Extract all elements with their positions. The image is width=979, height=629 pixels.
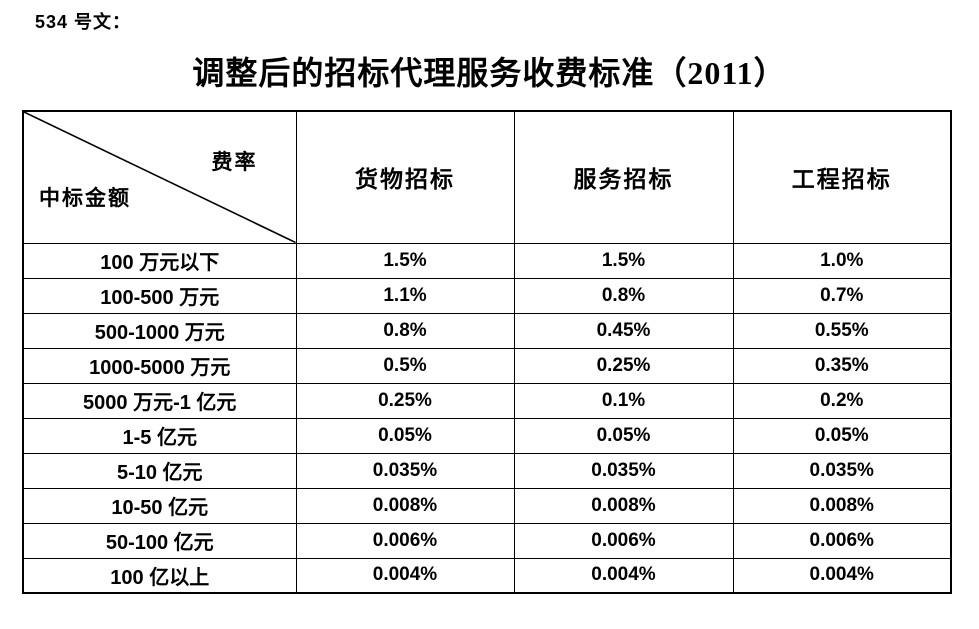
column-header-goods: 货物招标 bbox=[295, 110, 515, 244]
value-cell: 0.035% bbox=[295, 452, 515, 489]
value-cell: 0.006% bbox=[513, 522, 734, 559]
table-row: 50-100 亿元 0.006% 0.006% 0.006% bbox=[22, 522, 952, 559]
value-cell: 0.5% bbox=[295, 347, 515, 384]
value-cell: 0.7% bbox=[732, 277, 952, 314]
value-cell: 0.035% bbox=[513, 452, 734, 489]
table-row: 5000 万元-1 亿元 0.25% 0.1% 0.2% bbox=[22, 382, 952, 419]
value-cell: 0.008% bbox=[513, 487, 734, 524]
value-cell: 0.035% bbox=[732, 452, 952, 489]
value-cell: 0.008% bbox=[295, 487, 515, 524]
value-cell: 0.006% bbox=[732, 522, 952, 559]
value-cell: 0.004% bbox=[732, 557, 952, 594]
value-cell: 0.35% bbox=[732, 347, 952, 384]
row-label-cell: 1-5 亿元 bbox=[22, 417, 297, 454]
row-label-cell: 5000 万元-1 亿元 bbox=[22, 382, 297, 419]
value-cell: 0.1% bbox=[513, 382, 734, 419]
row-label-cell: 5-10 亿元 bbox=[22, 452, 297, 489]
row-label-cell: 1000-5000 万元 bbox=[22, 347, 297, 384]
value-cell: 0.2% bbox=[732, 382, 952, 419]
value-cell: 1.0% bbox=[732, 242, 952, 279]
value-cell: 0.25% bbox=[513, 347, 734, 384]
row-label-cell: 100-500 万元 bbox=[22, 277, 297, 314]
value-cell: 0.25% bbox=[295, 382, 515, 419]
header-row: 费率 中标金额 货物招标 服务招标 工程招标 bbox=[22, 110, 952, 244]
table-row: 10-50 亿元 0.008% 0.008% 0.008% bbox=[22, 487, 952, 524]
value-cell: 1.1% bbox=[295, 277, 515, 314]
value-cell: 0.008% bbox=[732, 487, 952, 524]
page-title: 调整后的招标代理服务收费标准（2011） bbox=[192, 55, 787, 91]
value-cell: 0.004% bbox=[295, 557, 515, 594]
value-cell: 1.5% bbox=[295, 242, 515, 279]
table-row: 100 万元以下 1.5% 1.5% 1.0% bbox=[22, 242, 952, 279]
value-cell: 1.5% bbox=[513, 242, 734, 279]
fee-rate-table: 费率 中标金额 货物招标 服务招标 工程招标 100 万元以下 1.5% 1.5… bbox=[22, 110, 952, 594]
row-label-cell: 50-100 亿元 bbox=[22, 522, 297, 559]
table-row: 1000-5000 万元 0.5% 0.25% 0.35% bbox=[22, 347, 952, 384]
table-row: 5-10 亿元 0.035% 0.035% 0.035% bbox=[22, 452, 952, 489]
value-cell: 0.8% bbox=[295, 312, 515, 349]
value-cell: 0.004% bbox=[513, 557, 734, 594]
corner-diagonal-line bbox=[24, 112, 296, 243]
value-cell: 0.55% bbox=[732, 312, 952, 349]
value-cell: 0.05% bbox=[295, 417, 515, 454]
value-cell: 0.8% bbox=[513, 277, 734, 314]
column-header-engineering: 工程招标 bbox=[732, 110, 952, 244]
value-cell: 0.05% bbox=[732, 417, 952, 454]
column-header-services: 服务招标 bbox=[513, 110, 734, 244]
row-label-cell: 10-50 亿元 bbox=[22, 487, 297, 524]
value-cell: 0.05% bbox=[513, 417, 734, 454]
value-cell: 0.006% bbox=[295, 522, 515, 559]
row-label-cell: 500-1000 万元 bbox=[22, 312, 297, 349]
row-label-cell: 100 亿以上 bbox=[22, 557, 297, 594]
row-label-cell: 100 万元以下 bbox=[22, 242, 297, 279]
table-row: 500-1000 万元 0.8% 0.45% 0.55% bbox=[22, 312, 952, 349]
value-cell: 0.45% bbox=[513, 312, 734, 349]
table-row: 100-500 万元 1.1% 0.8% 0.7% bbox=[22, 277, 952, 314]
corner-header-cell: 费率 中标金额 bbox=[22, 110, 297, 244]
corner-label-amount: 中标金额 bbox=[39, 186, 131, 210]
doc-number-label: 534 号文： bbox=[35, 12, 132, 32]
corner-label-rate: 费率 bbox=[211, 150, 258, 174]
table-row: 1-5 亿元 0.05% 0.05% 0.05% bbox=[22, 417, 952, 454]
table-row: 100 亿以上 0.004% 0.004% 0.004% bbox=[22, 557, 952, 594]
